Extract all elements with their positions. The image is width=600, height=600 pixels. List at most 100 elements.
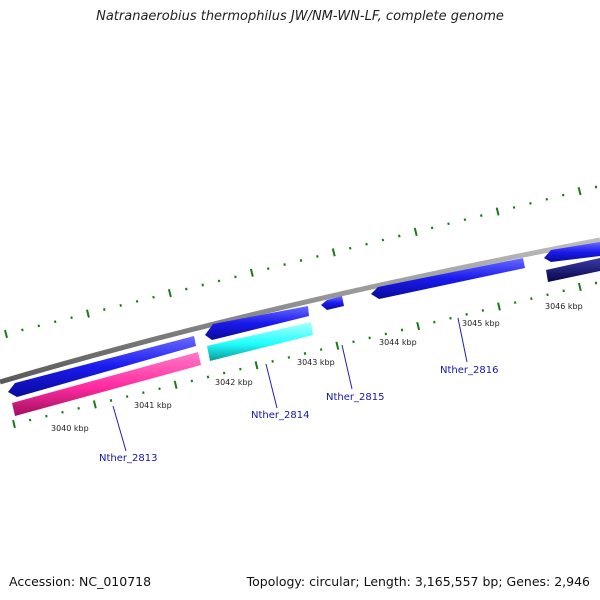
accession-label: Accession: NC_010718: [9, 574, 152, 589]
cds-forward-1[interactable]: [8, 336, 196, 397]
upper-tick-mark: [365, 242, 368, 246]
cds-forward-3[interactable]: [321, 296, 344, 310]
lower-tick-mark: [28, 418, 32, 422]
lower-tick-mark: [481, 309, 485, 312]
lower-tick-mark: [77, 406, 80, 410]
upper-tick-mark: [201, 283, 204, 287]
lower-tick-mark: [400, 328, 404, 332]
lower-tick-mark: [222, 371, 226, 375]
scale-label: 3046 kbp: [545, 302, 583, 311]
cds-forward-5[interactable]: [544, 242, 600, 262]
lower-tick-mark: [254, 361, 259, 370]
leader-line: [457, 317, 468, 363]
upper-tick-mark: [381, 238, 385, 242]
upper-tick-mark: [430, 226, 434, 230]
upper-tick-mark: [398, 234, 401, 238]
upper-tick-mark: [21, 328, 24, 332]
lower-tick-mark: [125, 395, 129, 398]
upper-tick-track: [4, 185, 598, 339]
lower-tick-mark: [465, 312, 468, 316]
upper-tick-mark: [217, 279, 221, 283]
lower-tick-mark: [45, 414, 48, 418]
upper-tick-mark: [119, 304, 122, 307]
upper-tick-mark: [135, 299, 139, 303]
upper-tick-mark: [167, 289, 172, 298]
lower-tick-mark: [335, 341, 340, 350]
upper-tick-mark: [545, 197, 549, 201]
cds-reverse-3[interactable]: [546, 258, 600, 282]
lower-tick-mark: [271, 359, 274, 363]
upper-tick-mark: [413, 227, 418, 237]
gene-label[interactable]: Nther_2816: [440, 365, 498, 376]
upper-tick-mark: [480, 214, 483, 217]
upper-tick-mark: [561, 193, 565, 197]
lower-tick-mark: [530, 297, 533, 301]
scale-label: 3041 kbp: [134, 401, 172, 410]
lower-tick-mark: [384, 332, 388, 336]
upper-tick-mark: [529, 201, 532, 205]
gene-label-leaders: [112, 317, 468, 452]
lower-tick-mark: [352, 340, 355, 344]
map-title: Natranaerobius thermophilus JW/NM-WN-LF,…: [96, 9, 504, 24]
lower-tick-mark: [319, 348, 323, 351]
lower-tick-mark: [594, 281, 598, 285]
upper-tick-mark: [299, 259, 303, 262]
gene-label[interactable]: Nther_2813: [99, 453, 157, 464]
lower-tick-mark: [190, 379, 194, 383]
cds-forward-2[interactable]: [205, 306, 309, 340]
scale-label: 3045 kbp: [462, 319, 500, 328]
upper-tick-mark: [152, 295, 155, 299]
upper-tick-mark: [103, 308, 106, 311]
lower-tick-mark: [577, 282, 582, 292]
gene-label[interactable]: Nther_2815: [326, 392, 384, 403]
leader-line: [265, 363, 278, 409]
gene-label[interactable]: Nther_2814: [251, 410, 309, 421]
scale-label: 3040 kbp: [51, 424, 89, 433]
gene-labels: Nther_2813 Nther_2814 Nther_2815 Nther_2…: [99, 365, 498, 464]
cds-reverse-2[interactable]: [207, 322, 313, 361]
cds-forward-4[interactable]: [371, 258, 525, 299]
lower-tick-track: [12, 281, 598, 429]
lower-tick-mark: [158, 387, 161, 391]
reverse-strand-track: [12, 258, 600, 416]
lower-tick-mark: [173, 380, 178, 389]
upper-tick-mark: [594, 185, 598, 189]
lower-tick-mark: [513, 301, 517, 304]
cds-reverse-1[interactable]: [12, 352, 201, 416]
genome-backbone: [0, 237, 600, 385]
scale-label: 3043 kbp: [297, 358, 335, 367]
lower-tick-mark: [142, 391, 145, 395]
upper-tick-mark: [185, 287, 188, 291]
leader-line: [112, 405, 127, 452]
scale-label: 3042 kbp: [215, 378, 253, 387]
upper-tick-mark: [577, 186, 582, 196]
upper-tick-mark: [4, 329, 8, 339]
lower-tick-mark: [416, 321, 421, 331]
lower-tick-mark: [287, 356, 291, 359]
lower-tick-mark: [433, 320, 436, 324]
upper-tick-mark: [53, 320, 57, 324]
leader-line: [341, 344, 353, 390]
lower-tick-mark: [239, 367, 242, 371]
upper-tick-mark: [249, 268, 254, 277]
upper-tick-mark: [512, 206, 516, 209]
topology-summary: Topology: circular; Length: 3,165,557 bp…: [246, 574, 590, 589]
upper-tick-mark: [348, 246, 352, 250]
upper-tick-mark: [463, 218, 467, 222]
lower-tick-mark: [109, 399, 113, 402]
upper-tick-mark: [37, 324, 41, 328]
upper-tick-mark: [447, 222, 450, 226]
lower-tick-mark: [562, 289, 565, 293]
lower-tick-mark: [92, 400, 97, 409]
lower-tick-mark: [206, 375, 210, 379]
lower-tick-mark: [368, 336, 371, 340]
lower-tick-mark: [12, 419, 16, 429]
lower-tick-mark: [61, 410, 64, 414]
upper-tick-mark: [283, 263, 286, 266]
upper-tick-mark: [495, 207, 500, 216]
upper-tick-mark: [86, 309, 90, 318]
lower-tick-mark: [449, 316, 452, 320]
lower-tick-mark: [546, 293, 549, 297]
scale-labels: 3040 kbp 3041 kbp 3042 kbp 3043 kbp 3044…: [51, 302, 583, 433]
